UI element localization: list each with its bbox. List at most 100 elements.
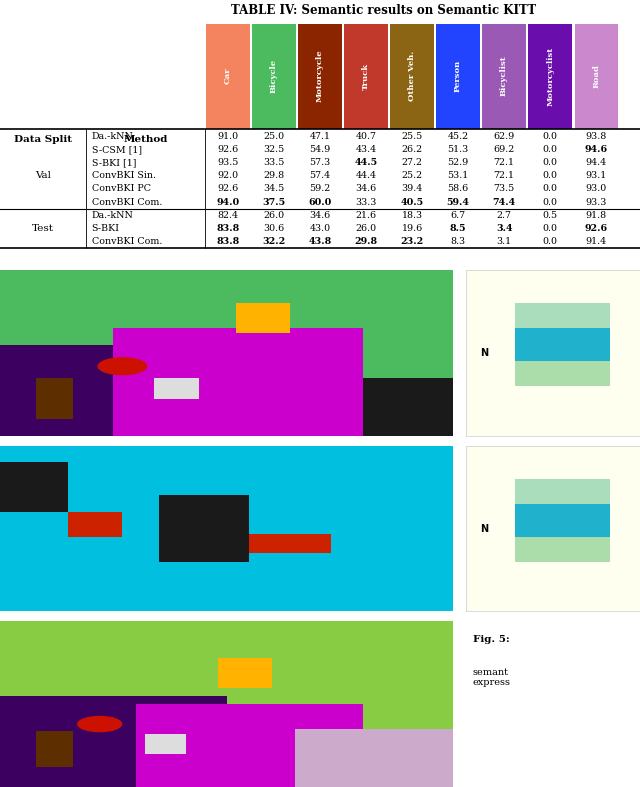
Text: 53.1: 53.1 bbox=[447, 172, 468, 180]
Text: 34.6: 34.6 bbox=[309, 211, 330, 220]
Bar bbox=[252, 24, 296, 128]
Text: 0.0: 0.0 bbox=[543, 237, 557, 246]
Text: 25.2: 25.2 bbox=[401, 172, 422, 180]
Bar bbox=[515, 303, 611, 328]
Bar bbox=[0, 270, 453, 378]
Bar bbox=[515, 361, 611, 386]
Bar bbox=[483, 24, 526, 128]
Text: 91.0: 91.0 bbox=[217, 132, 238, 141]
Text: 33.3: 33.3 bbox=[355, 198, 377, 206]
Text: 45.2: 45.2 bbox=[447, 132, 468, 141]
Text: 23.2: 23.2 bbox=[401, 237, 424, 246]
Text: 74.4: 74.4 bbox=[493, 198, 516, 206]
Text: 37.5: 37.5 bbox=[262, 198, 285, 206]
Text: 40.5: 40.5 bbox=[401, 198, 424, 206]
Text: ConvBKI Com.: ConvBKI Com. bbox=[92, 237, 162, 246]
Text: 40.7: 40.7 bbox=[355, 132, 376, 141]
Text: ConvBKI Com.: ConvBKI Com. bbox=[92, 198, 162, 206]
Text: 8.5: 8.5 bbox=[450, 224, 467, 233]
Text: 29.8: 29.8 bbox=[355, 237, 378, 246]
Text: 26.2: 26.2 bbox=[401, 145, 422, 154]
Text: Data Split: Data Split bbox=[14, 135, 72, 144]
Text: 58.6: 58.6 bbox=[447, 184, 468, 194]
Bar bbox=[390, 24, 434, 128]
Text: 57.4: 57.4 bbox=[309, 172, 330, 180]
Text: 34.6: 34.6 bbox=[355, 184, 376, 194]
Bar bbox=[68, 512, 122, 537]
Text: 6.7: 6.7 bbox=[451, 211, 466, 220]
Text: 34.5: 34.5 bbox=[263, 184, 285, 194]
Text: Val: Val bbox=[35, 172, 51, 180]
Text: 93.0: 93.0 bbox=[586, 184, 607, 194]
Text: Da.-kNN: Da.-kNN bbox=[92, 132, 133, 141]
Text: 94.0: 94.0 bbox=[216, 198, 239, 206]
Text: 83.8: 83.8 bbox=[216, 237, 239, 246]
Text: 51.3: 51.3 bbox=[447, 145, 468, 154]
Text: Motorcycle: Motorcycle bbox=[316, 50, 324, 102]
Text: 33.5: 33.5 bbox=[263, 158, 285, 167]
Bar bbox=[515, 504, 611, 537]
Text: Bicycle: Bicycle bbox=[270, 59, 278, 93]
Bar bbox=[0, 622, 453, 737]
Text: semant
express: semant express bbox=[473, 667, 511, 687]
Text: 73.5: 73.5 bbox=[493, 184, 515, 194]
Text: 69.2: 69.2 bbox=[493, 145, 515, 154]
Text: TABLE IV: Semantic results on Semantic KITT: TABLE IV: Semantic results on Semantic K… bbox=[232, 4, 536, 17]
Text: Car: Car bbox=[224, 68, 232, 84]
Bar bbox=[206, 24, 250, 128]
Text: ConvBKI PC: ConvBKI PC bbox=[92, 184, 150, 194]
Text: 59.4: 59.4 bbox=[447, 198, 470, 206]
Text: 25.5: 25.5 bbox=[401, 132, 422, 141]
Text: Fig. 5:: Fig. 5: bbox=[473, 634, 509, 644]
Text: Motorcyclist: Motorcyclist bbox=[546, 46, 554, 105]
Text: 57.3: 57.3 bbox=[309, 158, 330, 167]
Text: 93.8: 93.8 bbox=[586, 132, 607, 141]
Text: 21.6: 21.6 bbox=[355, 211, 376, 220]
Text: 82.4: 82.4 bbox=[218, 211, 238, 220]
Text: 94.6: 94.6 bbox=[585, 145, 608, 154]
Text: 3.4: 3.4 bbox=[496, 224, 513, 233]
Text: 3.1: 3.1 bbox=[497, 237, 512, 246]
Circle shape bbox=[77, 715, 122, 733]
Text: S-BKI [1]: S-BKI [1] bbox=[92, 158, 136, 167]
Text: 72.1: 72.1 bbox=[493, 172, 515, 180]
Text: 25.0: 25.0 bbox=[263, 132, 284, 141]
Text: 62.9: 62.9 bbox=[493, 132, 515, 141]
Bar bbox=[0, 345, 204, 436]
Text: Truck: Truck bbox=[362, 62, 370, 90]
Bar bbox=[436, 24, 480, 128]
Bar bbox=[36, 378, 72, 419]
Bar bbox=[515, 328, 611, 361]
Bar bbox=[136, 704, 362, 787]
Text: 26.0: 26.0 bbox=[263, 211, 284, 220]
Text: 92.0: 92.0 bbox=[217, 172, 238, 180]
Text: 32.5: 32.5 bbox=[263, 145, 285, 154]
Text: 32.2: 32.2 bbox=[262, 237, 285, 246]
Text: 83.8: 83.8 bbox=[216, 224, 239, 233]
Text: 0.0: 0.0 bbox=[543, 184, 557, 194]
Text: 0.0: 0.0 bbox=[543, 132, 557, 141]
Text: 44.5: 44.5 bbox=[355, 158, 378, 167]
Text: 92.6: 92.6 bbox=[585, 224, 608, 233]
Bar bbox=[113, 328, 362, 436]
Text: 18.3: 18.3 bbox=[401, 211, 422, 220]
Bar bbox=[515, 478, 611, 504]
Text: 0.0: 0.0 bbox=[543, 172, 557, 180]
Text: ConvBKI Sin.: ConvBKI Sin. bbox=[92, 172, 156, 180]
Circle shape bbox=[97, 357, 147, 375]
Text: 93.3: 93.3 bbox=[586, 198, 607, 206]
Bar bbox=[36, 730, 72, 767]
Text: 92.6: 92.6 bbox=[217, 184, 239, 194]
Text: 0.0: 0.0 bbox=[543, 158, 557, 167]
Text: 93.1: 93.1 bbox=[586, 172, 607, 180]
Text: Person: Person bbox=[454, 60, 462, 92]
Text: S-BKI: S-BKI bbox=[92, 224, 120, 233]
Text: 39.4: 39.4 bbox=[401, 184, 422, 194]
Text: 0.0: 0.0 bbox=[543, 224, 557, 233]
Text: 8.3: 8.3 bbox=[451, 237, 466, 246]
Text: 54.9: 54.9 bbox=[309, 145, 330, 154]
Text: 92.6: 92.6 bbox=[217, 145, 239, 154]
Text: 30.6: 30.6 bbox=[263, 224, 285, 233]
Text: 72.1: 72.1 bbox=[493, 158, 515, 167]
Text: N: N bbox=[479, 348, 488, 358]
